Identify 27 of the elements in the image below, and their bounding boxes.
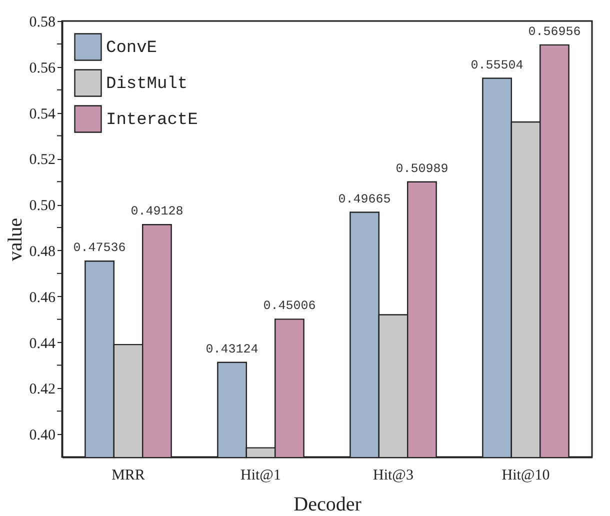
y-tick-label: 0.52	[29, 152, 56, 168]
data-label: 0.55504	[470, 58, 524, 72]
y-tick-label: 0.56	[29, 60, 56, 76]
data-label: 0.45006	[263, 299, 316, 314]
x-tick-label: Hit@1	[240, 468, 281, 484]
data-label: 0.43124	[206, 342, 258, 356]
y-tick-label: 0.44	[29, 336, 56, 352]
legend-label: InteractE	[106, 111, 198, 130]
x-tick-label: Hit@10	[502, 468, 550, 484]
data-label: 0.47536	[73, 241, 126, 256]
y-tick-label: 0.40	[29, 428, 56, 444]
legend-label: ConvE	[106, 39, 158, 58]
data-label: 0.50989	[396, 162, 448, 176]
data-label: 0.49128	[130, 204, 184, 219]
y-tick-label: 0.58	[29, 14, 56, 30]
y-tick-label: 0.42	[29, 382, 56, 398]
y-tick-label: 0.50	[29, 198, 56, 214]
data-label: 0.49665	[338, 192, 391, 206]
legend-label: DistMult	[106, 75, 188, 94]
y-tick-label: 0.46	[29, 290, 56, 306]
y-tick-label: 0.54	[29, 106, 56, 122]
x-tick-label: MRR	[112, 468, 145, 484]
y-tick-label: 0.48	[29, 244, 56, 260]
x-tick-label: Hit@3	[373, 468, 414, 484]
y-axis-title: value	[4, 218, 26, 262]
x-axis-title: Decoder	[294, 494, 362, 516]
data-label: 0.56956	[528, 24, 581, 39]
